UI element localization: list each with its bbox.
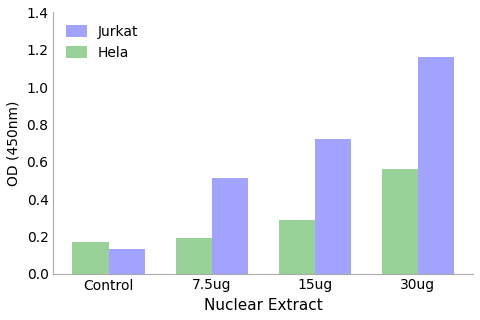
- Bar: [418, 57, 454, 274]
- X-axis label: Nuclear Extract: Nuclear Extract: [204, 298, 323, 313]
- Legend: Jurkat, Hela: Jurkat, Hela: [60, 20, 144, 66]
- Bar: [72, 242, 108, 274]
- Bar: [315, 139, 351, 274]
- Y-axis label: OD (450nm): OD (450nm): [7, 100, 21, 186]
- Bar: [279, 220, 315, 274]
- Bar: [108, 249, 144, 274]
- Bar: [212, 179, 248, 274]
- Bar: [176, 238, 212, 274]
- Bar: [382, 169, 418, 274]
